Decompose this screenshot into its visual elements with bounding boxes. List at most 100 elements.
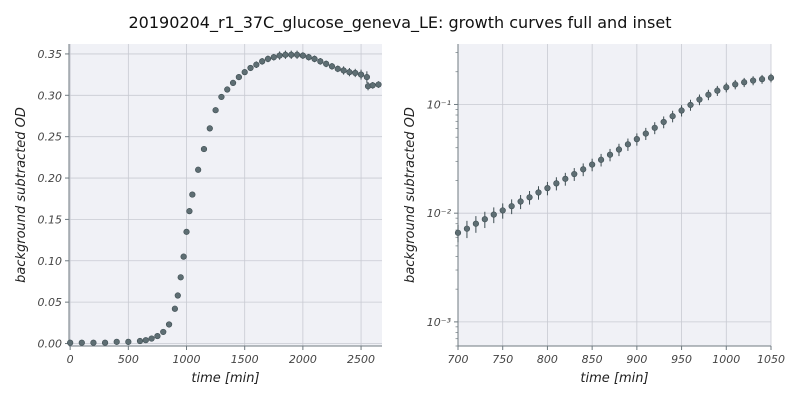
data-point	[180, 253, 187, 260]
data-point	[463, 225, 471, 232]
data-point	[282, 51, 289, 58]
data-point	[165, 321, 173, 328]
x-tick-label: 2000	[289, 353, 317, 366]
data-point	[580, 166, 587, 173]
data-point	[352, 69, 359, 77]
x-axis-label: time [min]	[191, 371, 259, 386]
x-tick-label: 750	[492, 353, 513, 366]
x-tick-label: 800	[537, 353, 558, 366]
data-point	[363, 73, 370, 81]
data-point	[472, 220, 479, 227]
data-point	[311, 55, 318, 62]
data-point	[562, 175, 569, 182]
data-point	[651, 124, 658, 131]
data-point	[229, 79, 237, 86]
x-tick-label: 1000	[173, 353, 201, 366]
data-point	[154, 332, 161, 340]
x-axis-label: time [min]	[580, 371, 648, 386]
data-point	[148, 335, 155, 342]
chart-inset: 700 750 800 850 900 950 1000 1050 10⁻³ 10⁻² 10⁻¹ ti…	[403, 44, 785, 386]
data-point	[125, 338, 132, 345]
y-tick-label: 0.35	[38, 48, 63, 61]
y-tick-label: 0.00	[38, 338, 63, 351]
data-point	[571, 170, 578, 178]
x-tick-label: 2500	[347, 353, 375, 366]
data-point	[177, 274, 184, 281]
data-point	[589, 161, 596, 168]
data-point	[174, 292, 181, 299]
x-tick-label: 850	[582, 353, 603, 366]
data-point	[340, 67, 347, 74]
data-point	[660, 118, 667, 126]
y-axis-label: background subtracted OD	[403, 107, 418, 283]
y-tick-label: 0.10	[38, 255, 63, 268]
data-point	[678, 107, 685, 114]
data-point	[259, 58, 266, 65]
plot-area	[458, 44, 771, 346]
y-tick-label: 0.05	[38, 296, 63, 309]
data-point	[270, 54, 277, 61]
data-point	[160, 328, 167, 336]
data-point	[535, 189, 542, 196]
figure-title: 20190204_r1_37C_glucose_geneva_LE: growt…	[129, 13, 672, 33]
data-point	[526, 194, 533, 201]
data-point	[723, 84, 730, 91]
data-point	[212, 107, 219, 114]
x-tick-label: 0	[67, 353, 74, 366]
plot-area	[69, 44, 382, 346]
data-point	[241, 69, 248, 76]
data-point	[624, 141, 632, 148]
data-point	[264, 55, 272, 62]
data-point	[253, 61, 260, 68]
x-tick-label: 1000	[712, 353, 740, 366]
data-point	[553, 180, 560, 187]
data-point	[597, 156, 605, 163]
data-point	[171, 305, 178, 312]
data-point	[346, 69, 353, 76]
data-point	[224, 86, 231, 93]
data-point	[288, 51, 295, 58]
data-point	[741, 79, 748, 86]
data-point	[183, 228, 190, 235]
data-point	[206, 125, 213, 132]
data-point	[323, 60, 330, 67]
data-point	[113, 338, 120, 345]
y-tick-label: 0.30	[38, 89, 63, 102]
data-point	[317, 58, 324, 65]
data-point	[235, 73, 242, 81]
data-point	[305, 54, 312, 61]
data-point	[218, 93, 225, 101]
data-point	[90, 339, 97, 346]
data-point	[195, 166, 202, 173]
data-point	[200, 145, 208, 153]
data-point	[357, 71, 365, 78]
data-point	[732, 81, 739, 88]
data-point	[369, 82, 376, 89]
data-point	[544, 185, 551, 192]
y-axis-label: background subtracted OD	[14, 107, 29, 283]
data-point	[750, 77, 757, 84]
data-point	[189, 191, 196, 198]
data-point	[705, 91, 712, 98]
y-tick-label: 0.15	[38, 213, 63, 226]
chart-full: 0 500 1000 1500 2000 2500 0.00 0.05 0.10 0.15 0.20…	[14, 44, 382, 386]
data-point	[78, 339, 85, 346]
y-tick-label: 10⁻¹	[427, 98, 451, 111]
data-point	[334, 65, 341, 72]
data-point	[142, 337, 149, 344]
data-point	[481, 216, 488, 223]
data-point	[669, 113, 676, 120]
data-point	[714, 87, 721, 94]
data-point	[696, 96, 703, 103]
data-point	[328, 63, 336, 70]
x-tick-label: 900	[626, 353, 647, 366]
x-tick-label: 950	[671, 353, 692, 366]
data-point	[293, 51, 301, 58]
data-point	[186, 208, 193, 215]
y-tick-label: 0.25	[38, 131, 63, 144]
data-point	[508, 203, 515, 210]
data-point	[67, 339, 74, 346]
y-tick-label: 10⁻²	[427, 207, 452, 220]
data-point	[767, 74, 775, 81]
